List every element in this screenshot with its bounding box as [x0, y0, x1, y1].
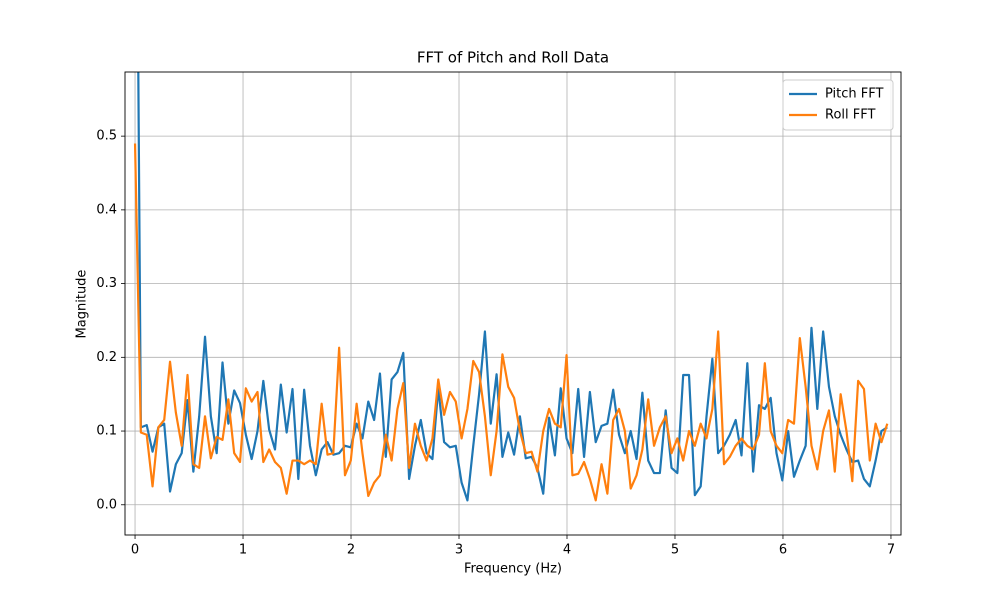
- x-tick-label: 0: [131, 543, 139, 558]
- y-tick-label: 0.5: [96, 129, 117, 144]
- legend-label: Pitch FFT: [825, 87, 884, 102]
- series-line: [133, 143, 889, 502]
- plot-area: [133, 72, 889, 502]
- y-axis-label: Magnitude: [75, 270, 90, 339]
- x-tick-label: 2: [347, 543, 355, 558]
- series-line: [137, 72, 888, 502]
- x-tick-label: 6: [779, 543, 787, 558]
- y-tick-label: 0.4: [96, 202, 117, 217]
- y-tick-label: 0.3: [96, 276, 117, 291]
- plot-frame: [124, 71, 902, 536]
- x-tick-label: 3: [455, 543, 463, 558]
- x-tick-label: 1: [239, 543, 247, 558]
- y-tick-label: 0.2: [96, 350, 117, 365]
- x-tick-label: 5: [671, 543, 679, 558]
- legend-label: Roll FFT: [825, 108, 875, 123]
- chart-title: FFT of Pitch and Roll Data: [417, 49, 609, 67]
- x-tick-label: 4: [563, 543, 571, 558]
- y-tick-label: 0.1: [96, 424, 117, 439]
- x-axis-label: Frequency (Hz): [464, 562, 562, 577]
- x-tick-label: 7: [887, 543, 895, 558]
- y-tick-label: 0.0: [96, 497, 117, 512]
- legend-box: [782, 79, 894, 131]
